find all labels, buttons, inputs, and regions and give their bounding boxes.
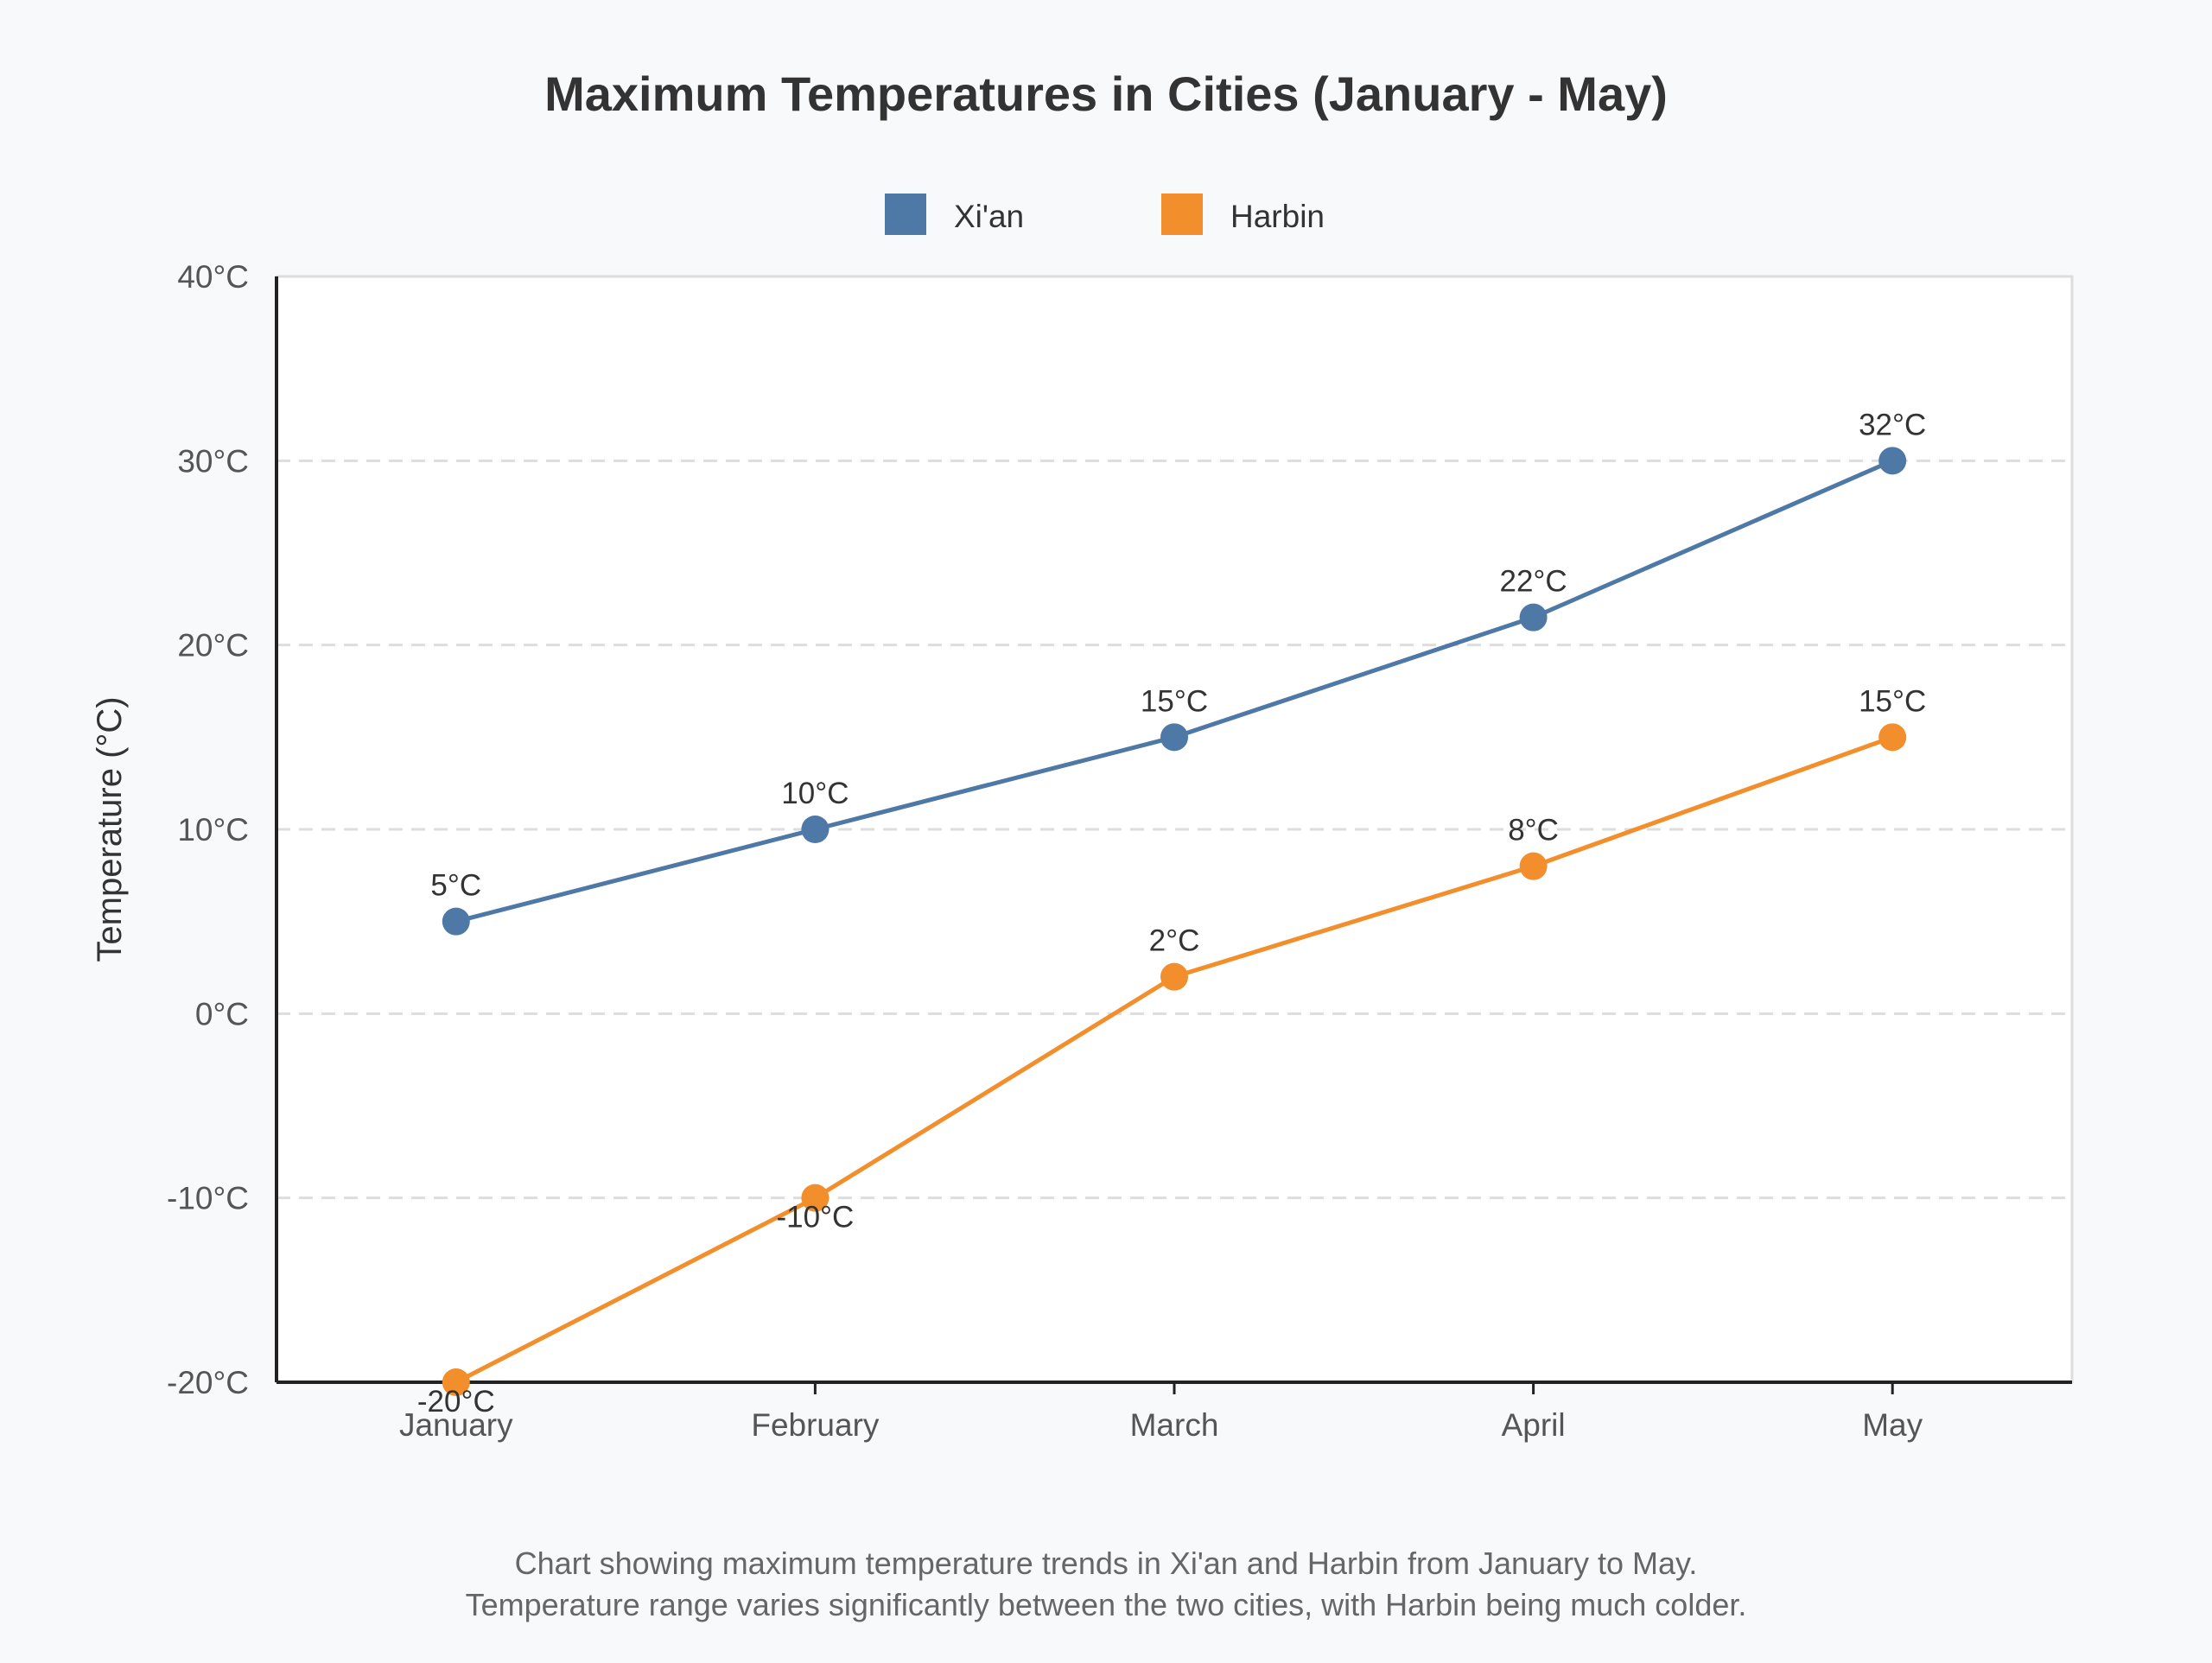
data-point bbox=[1160, 962, 1188, 991]
y-axis-ticks: 40°C 30°C 20°C 10°C 0°C -10°C -20°C bbox=[167, 259, 249, 1400]
x-axis-ticks: January February March April May bbox=[399, 1382, 1923, 1443]
data-point bbox=[801, 1184, 830, 1212]
data-label: 8°C bbox=[1508, 814, 1559, 847]
data-label: -20°C bbox=[417, 1385, 495, 1419]
y-tick-label: 40°C bbox=[177, 259, 249, 295]
gridlines bbox=[276, 459, 2072, 1200]
x-tick-label: April bbox=[1502, 1407, 1566, 1443]
legend: Xi'an Harbin bbox=[885, 194, 1325, 235]
series-group: 5°C 10°C 15°C 22°C 32°C bbox=[430, 408, 1926, 936]
series-layer: 5°C 10°C 15°C 22°C 32°C -20°C -10°C 2°C 8°C 15°C bbox=[417, 408, 1926, 1419]
data-label: -10°C bbox=[776, 1201, 854, 1235]
data-label: 22°C bbox=[1499, 565, 1567, 599]
series-group: -20°C -10°C 2°C 8°C 15°C bbox=[417, 684, 1926, 1419]
chart-title: Maximum Temperatures in Cities (January … bbox=[544, 67, 1668, 121]
caption-line-1: Chart showing maximum temperature trends… bbox=[515, 1546, 1698, 1581]
caption-line-2: Temperature range varies significantly b… bbox=[466, 1587, 1747, 1622]
y-tick-label: 20°C bbox=[177, 628, 249, 663]
y-tick-label: 0°C bbox=[195, 996, 249, 1031]
data-point bbox=[442, 1368, 470, 1396]
data-label: 10°C bbox=[781, 777, 849, 810]
y-axis-label: Temperature (°C) bbox=[91, 696, 129, 962]
data-label: 2°C bbox=[1149, 924, 1200, 958]
y-tick-label: -20°C bbox=[167, 1365, 249, 1400]
legend-swatch bbox=[1161, 194, 1203, 235]
plot-area bbox=[275, 275, 2074, 1384]
data-point bbox=[1519, 852, 1548, 880]
data-point bbox=[1878, 447, 1907, 475]
legend-label: Harbin bbox=[1230, 199, 1325, 234]
data-point bbox=[1160, 723, 1188, 752]
data-label: 5°C bbox=[430, 869, 481, 903]
legend-swatch bbox=[885, 194, 926, 235]
legend-label: Xi'an bbox=[954, 199, 1024, 234]
x-tick-label: January bbox=[399, 1407, 513, 1443]
data-point bbox=[442, 907, 470, 936]
data-label: 32°C bbox=[1859, 408, 1926, 441]
x-tick-label: May bbox=[1862, 1407, 1923, 1443]
data-label: 15°C bbox=[1859, 684, 1926, 718]
data-point bbox=[1519, 603, 1548, 632]
y-tick-label: -10°C bbox=[167, 1181, 249, 1216]
x-tick-label: March bbox=[1130, 1407, 1219, 1443]
data-label: 15°C bbox=[1141, 684, 1208, 718]
data-point bbox=[1878, 723, 1907, 752]
y-tick-label: 30°C bbox=[177, 443, 249, 479]
data-point bbox=[801, 816, 830, 843]
x-tick-label: February bbox=[751, 1407, 880, 1443]
y-tick-label: 10°C bbox=[177, 812, 249, 847]
